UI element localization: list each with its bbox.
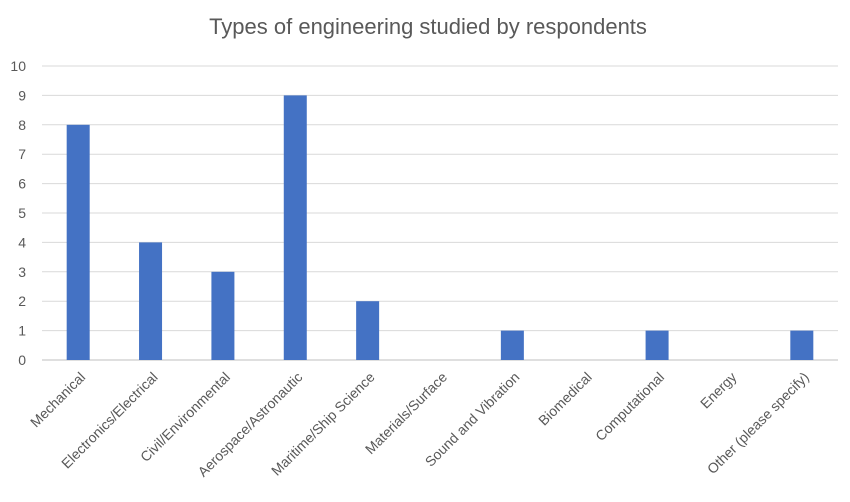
- y-tick-label: 6: [18, 176, 26, 192]
- y-tick-label: 1: [18, 323, 26, 339]
- chart-title: Types of engineering studied by responde…: [209, 14, 647, 39]
- y-tick-label: 3: [18, 264, 26, 280]
- bar: [645, 330, 669, 360]
- y-tick-label: 4: [18, 234, 26, 250]
- y-tick-label: 2: [18, 293, 26, 309]
- y-tick-label: 10: [10, 58, 26, 74]
- bar: [283, 95, 307, 361]
- x-tick-label: Computational: [592, 369, 667, 444]
- gridlines: [42, 65, 838, 361]
- bar: [139, 242, 163, 360]
- bar: [66, 124, 90, 360]
- x-tick-label: Energy: [697, 369, 740, 412]
- y-tick-label: 8: [18, 117, 26, 133]
- bar: [211, 271, 235, 360]
- bar: [356, 301, 380, 360]
- y-tick-label: 9: [18, 87, 26, 103]
- y-tick-label: 5: [18, 205, 26, 221]
- y-tick-label: 7: [18, 146, 26, 162]
- x-tick-label: Biomedical: [535, 369, 595, 429]
- x-tick-label: Mechanical: [27, 369, 88, 430]
- bar: [500, 330, 524, 360]
- bars: [66, 95, 814, 361]
- y-axis-ticks: 0 1 2 3 4 5 6 7 8 9 10: [10, 58, 26, 368]
- y-tick-label: 0: [18, 352, 26, 368]
- x-axis-ticks: MechanicalElectronics/ElectricalCivil/En…: [27, 369, 812, 480]
- bar: [790, 330, 814, 360]
